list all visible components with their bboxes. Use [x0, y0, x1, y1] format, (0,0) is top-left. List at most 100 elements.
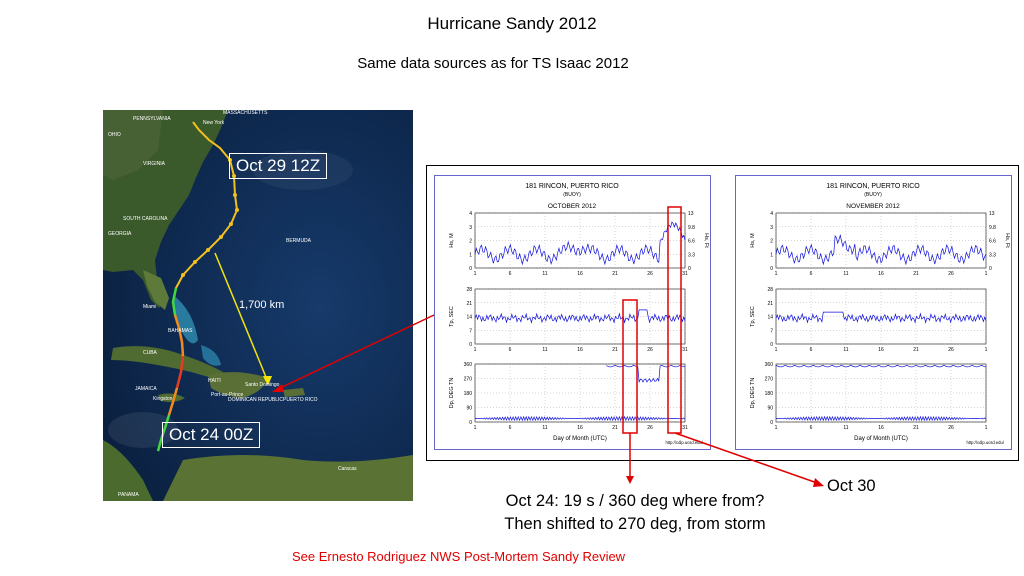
x-tick-label: 6 [509, 271, 512, 277]
y-tick-label: 4 [770, 211, 773, 217]
x-tick-label: 26 [647, 425, 653, 431]
slide-title: Hurricane Sandy 2012 [427, 14, 597, 33]
data-series [474, 309, 686, 324]
x-tick-label: 31 [682, 271, 688, 277]
x-tick-label: 6 [810, 425, 813, 431]
y-tick-label: 1 [770, 252, 773, 258]
y2-tick-label: 9.8 [688, 225, 695, 231]
y-tick-label: 2 [770, 239, 773, 245]
x-tick-label: 1 [985, 271, 988, 277]
x-tick-label: 11 [542, 425, 547, 431]
source-url: http://cdip.ucsd.edu/ [967, 440, 1005, 445]
y-tick-label: 270 [765, 377, 774, 383]
y-tick-label: 270 [464, 377, 473, 383]
x-tick-label: 1 [474, 271, 477, 277]
x-axis-label: Day of Month (UTC) [553, 436, 607, 442]
cuba-landmass [111, 346, 233, 384]
station-type: (BUOY) [864, 192, 882, 198]
y-tick-label: 180 [464, 391, 473, 397]
y-tick-label: 3 [770, 225, 773, 231]
x-tick-label: 31 [682, 425, 688, 431]
place-haiti: HAITI [208, 378, 221, 384]
y2-tick-label: 0 [989, 266, 992, 272]
x-tick-label: 16 [878, 347, 884, 353]
place-miami: Miami [143, 304, 156, 310]
x-tick-label: 16 [577, 347, 583, 353]
y-tick-label: 0 [469, 420, 472, 426]
x-tick-label: 26 [948, 271, 954, 277]
y2-axis-label: Hs, Ft [1004, 233, 1010, 248]
place-virginia: VIRGINIA [143, 161, 166, 167]
y-tick-label: 360 [464, 362, 473, 368]
x-tick-label: 16 [577, 271, 583, 277]
place-bahamas: BAHAMAS [168, 328, 193, 334]
y-tick-label: 7 [770, 328, 773, 334]
y-tick-label: 21 [466, 301, 472, 307]
place-kingston: Kingston [153, 396, 173, 402]
x-tick-label: 11 [843, 347, 848, 353]
callout-oct24: Oct 24 00Z [162, 422, 261, 448]
x-tick-label: 11 [542, 271, 547, 277]
x-tick-label: 21 [913, 347, 919, 353]
x-tick-label: 11 [843, 425, 848, 431]
y-tick-label: 0 [469, 266, 472, 272]
x-tick-label: 21 [612, 347, 618, 353]
y2-tick-label: 9.8 [989, 225, 996, 231]
y-tick-label: 28 [466, 287, 472, 293]
y2-tick-label: 6.6 [688, 239, 695, 245]
y-tick-label: 28 [767, 287, 773, 293]
y-axis-label: Hs, M [449, 233, 455, 248]
y-tick-label: 7 [469, 328, 472, 334]
buoy-panel-november: 181 RINCON, PUERTO RICO (BUOY) NOVEMBER 20… [735, 175, 1012, 450]
place-pennsylvania: PENNSYLVANIA [133, 116, 171, 122]
data-series [775, 233, 987, 266]
data-series [775, 415, 987, 422]
station-title: 181 RINCON, PUERTO RICO [525, 183, 619, 190]
y2-tick-label: 13 [688, 211, 694, 217]
place-massachusetts: MASSACHUSETTS [223, 110, 268, 116]
x-tick-label: 6 [509, 425, 512, 431]
place-cuba: CUBA [143, 350, 158, 356]
y-tick-label: 4 [469, 211, 472, 217]
note-line-2: Then shifted to 270 deg, from storm [504, 515, 766, 533]
x-tick-label: 26 [948, 347, 954, 353]
callout-oct29: Oct 29 12Z [229, 153, 328, 179]
place-south-carolina: SOUTH CAROLINA [123, 216, 168, 222]
y-tick-label: 0 [770, 420, 773, 426]
place-ohio: OHIO [108, 132, 121, 138]
y-tick-label: 360 [765, 362, 774, 368]
data-series [474, 221, 686, 266]
buoy-panel-october: 181 RINCON, PUERTO RICO (BUOY) OCTOBER 201… [434, 175, 711, 450]
x-tick-label: 26 [948, 425, 954, 431]
y2-tick-label: 3.3 [688, 252, 695, 258]
x-tick-label: 1 [985, 347, 988, 353]
x-tick-label: 1 [775, 425, 778, 431]
data-series [775, 311, 987, 324]
place-port-au-prince: Port-au-Prince [211, 392, 243, 398]
data-series [474, 415, 686, 422]
source-url: http://cdip.ucsd.edu/ [666, 440, 704, 445]
x-tick-label: 11 [542, 347, 547, 353]
y-tick-label: 1 [469, 252, 472, 258]
y2-tick-label: 13 [989, 211, 995, 217]
y-tick-label: 14 [767, 315, 773, 321]
x-tick-label: 1 [985, 425, 988, 431]
x-tick-label: 21 [913, 271, 919, 277]
x-tick-label: 16 [878, 425, 884, 431]
place-puerto-rico: PUERTO RICO [283, 397, 318, 403]
x-tick-label: 16 [878, 271, 884, 277]
oct24-note: Oct 24: 19 s / 360 deg where from? Then … [470, 490, 800, 536]
y-tick-label: 90 [767, 406, 773, 412]
place-georgia: GEORGIA [108, 231, 132, 237]
x-tick-label: 11 [843, 271, 848, 277]
reference-note: See Ernesto Rodriguez NWS Post-Mortem Sa… [292, 549, 626, 564]
x-axis-label: Day of Month (UTC) [854, 436, 908, 442]
data-series-upper [775, 364, 987, 368]
buoy-chart-november: 181 RINCON, PUERTO RICO (BUOY) NOVEMBER 20… [750, 183, 1010, 445]
x-tick-label: 6 [810, 347, 813, 353]
y-tick-label: 0 [770, 342, 773, 348]
month-label: NOVEMBER 2012 [846, 203, 900, 210]
x-tick-label: 1 [474, 347, 477, 353]
data-series-upper [606, 364, 686, 384]
place-jamaica: JAMAICA [135, 386, 157, 392]
